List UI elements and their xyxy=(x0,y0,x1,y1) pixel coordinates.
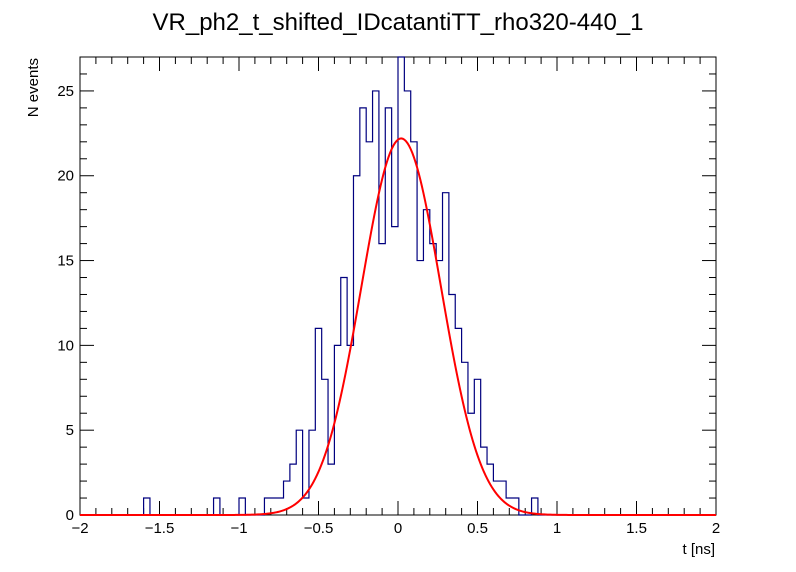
y-axis: 0 5 10 15 20 25 xyxy=(57,56,716,524)
histogram-bin xyxy=(366,142,372,515)
histogram-bin xyxy=(373,91,379,515)
histogram-bin xyxy=(449,294,455,515)
y-tick-label: 10 xyxy=(57,337,74,354)
x-tick-label: 1.5 xyxy=(626,520,647,537)
histogram-bin xyxy=(423,210,429,515)
x-axis-label: t [ns] xyxy=(682,541,715,558)
histogram-bin xyxy=(481,447,487,515)
x-tick-label: −2 xyxy=(71,520,88,537)
x-tick-label: 1 xyxy=(553,520,561,537)
histogram-bin xyxy=(328,464,334,515)
histogram-bin xyxy=(214,498,220,515)
histogram-bin xyxy=(315,328,321,515)
fit-curve-series xyxy=(80,137,716,516)
x-tick-label: 2 xyxy=(712,520,720,537)
histogram-bin xyxy=(411,142,417,515)
y-tick-label: 0 xyxy=(66,507,74,524)
histogram-bin xyxy=(353,176,359,515)
x-tick-label: 0.5 xyxy=(467,520,488,537)
histogram-bin xyxy=(303,498,309,515)
histogram-bin xyxy=(436,261,442,515)
histogram-bin xyxy=(144,498,150,515)
histogram-bin xyxy=(443,193,449,515)
gaussian-fit-line xyxy=(80,137,716,516)
histogram-bin xyxy=(239,498,245,515)
histogram-series xyxy=(80,56,716,516)
histogram-bin xyxy=(462,362,468,515)
histogram-bin xyxy=(404,91,410,515)
x-tick-label: −0.5 xyxy=(304,520,334,537)
histogram-bin xyxy=(347,345,353,515)
x-tick-label: −1 xyxy=(230,520,247,537)
chart-title: VR_ph2_t_shifted_IDcatantiTT_rho320-440_… xyxy=(153,9,644,36)
x-tick-label: −1.5 xyxy=(145,520,175,537)
histogram-bin xyxy=(398,57,404,515)
histogram-bin xyxy=(430,244,436,515)
histogram-bin xyxy=(379,244,385,515)
y-axis-label: N events xyxy=(25,58,42,117)
x-tick-label: 0 xyxy=(394,520,402,537)
histogram-bin xyxy=(385,108,391,515)
histogram-bin xyxy=(512,498,518,515)
histogram-bin xyxy=(309,430,315,515)
y-tick-label: 25 xyxy=(57,83,74,100)
histogram-bin xyxy=(334,345,340,515)
histogram-bin xyxy=(360,108,366,515)
histogram-bin xyxy=(392,227,398,515)
y-tick-label: 15 xyxy=(57,253,74,270)
y-tick-label: 20 xyxy=(57,168,74,185)
histogram-bin xyxy=(455,328,461,515)
y-tick-label: 5 xyxy=(66,422,74,439)
histogram-bin xyxy=(417,261,423,515)
x-axis: −2 −1.5 −1 −0.5 0 0.5 1 1.5 2 xyxy=(71,57,720,537)
